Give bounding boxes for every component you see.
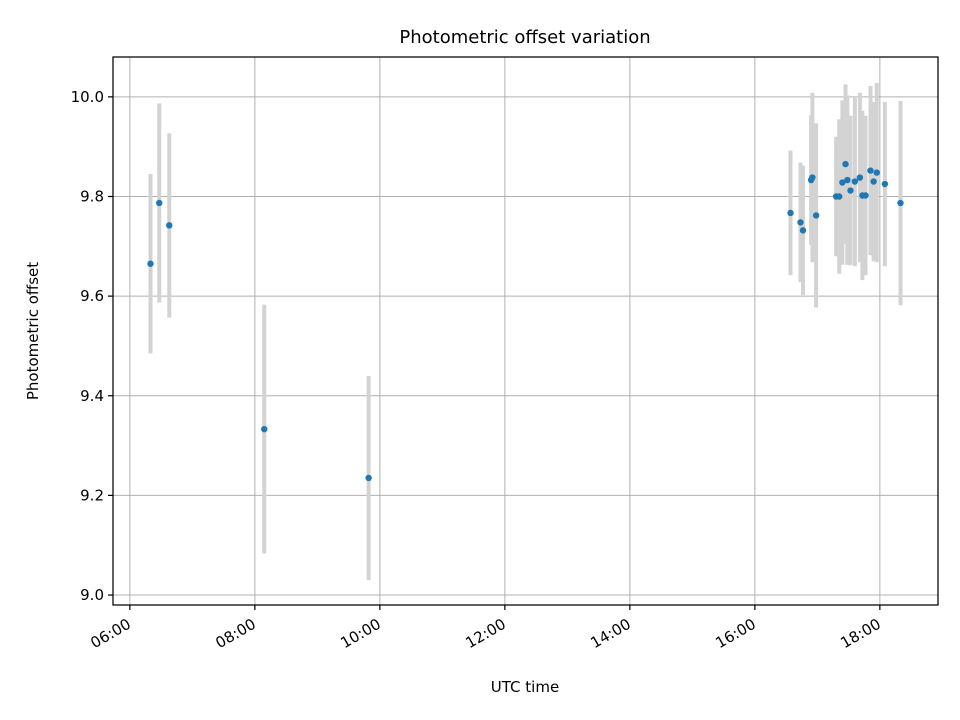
data-point — [839, 179, 846, 186]
data-point — [873, 169, 880, 176]
data-point — [862, 192, 869, 199]
data-point — [856, 174, 864, 181]
data-point — [365, 474, 372, 482]
y-tick-label: 9.6 — [80, 287, 104, 305]
y-tick-label: 9.8 — [80, 187, 104, 205]
data-point — [787, 209, 794, 217]
x-axis-title: UTC time — [491, 678, 559, 696]
data-point — [881, 180, 889, 188]
y-tick-label: 10.0 — [71, 88, 104, 106]
plot-frame — [112, 56, 939, 606]
data-points — [147, 160, 904, 482]
y-tick-label: 9.0 — [80, 586, 104, 604]
data-point — [147, 260, 154, 267]
y-axis-ticks: 9.0 9.2 9.4 9.6 9.8 10.0 — [71, 88, 113, 604]
data-point — [847, 187, 854, 194]
chart-title: Photometric offset variation — [399, 27, 650, 48]
data-point — [812, 212, 820, 219]
y-axis-title: Photometric offset — [24, 262, 42, 400]
data-point — [797, 219, 804, 226]
data-point — [261, 425, 268, 433]
data-point — [844, 176, 851, 184]
data-point — [836, 193, 843, 200]
y-tick-label: 9.4 — [80, 387, 104, 405]
data-point — [799, 227, 807, 234]
grid — [113, 57, 938, 605]
data-point — [809, 174, 816, 181]
data-point — [842, 160, 849, 168]
data-point — [156, 199, 163, 207]
data-point — [166, 222, 173, 229]
data-point — [897, 199, 904, 207]
data-point — [851, 178, 859, 185]
y-tick-label: 9.2 — [80, 486, 104, 504]
data-point — [870, 178, 877, 185]
data-point — [867, 167, 874, 174]
